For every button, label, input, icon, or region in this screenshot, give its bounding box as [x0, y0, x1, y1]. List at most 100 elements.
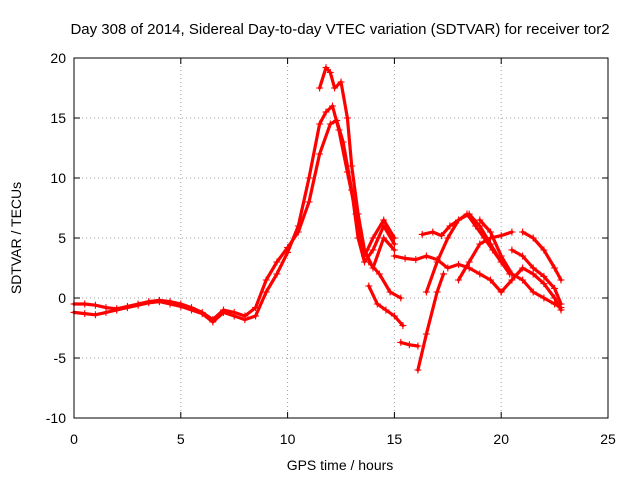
- data-point: [412, 256, 420, 264]
- y-tick-label: -10: [46, 410, 66, 426]
- data-point: [508, 228, 516, 236]
- data-point: [444, 234, 452, 242]
- data-point: [305, 198, 313, 206]
- data-point: [305, 174, 313, 182]
- series-track-15: [519, 228, 565, 284]
- series-track-6: [390, 252, 505, 296]
- data-point: [241, 316, 249, 324]
- data-point: [519, 228, 527, 236]
- data-point: [557, 306, 565, 314]
- series-line: [367, 260, 403, 300]
- data-point: [123, 304, 131, 312]
- data-point: [81, 310, 89, 318]
- data-point: [331, 84, 339, 92]
- series-track-11: [455, 228, 516, 284]
- data-point: [433, 288, 441, 296]
- data-point: [401, 254, 409, 262]
- data-point: [316, 84, 324, 92]
- data-point: [540, 294, 548, 302]
- data-point: [369, 246, 377, 254]
- data-point: [529, 288, 537, 296]
- data-point: [326, 120, 334, 128]
- data-point: [198, 310, 206, 318]
- data-point: [399, 322, 407, 330]
- x-tick-label: 0: [70, 431, 78, 447]
- data-point: [508, 276, 516, 284]
- data-point: [446, 222, 454, 230]
- series-track-12: [476, 216, 565, 312]
- data-point: [252, 312, 260, 320]
- data-point: [91, 301, 99, 309]
- series-track-8: [414, 270, 447, 374]
- x-tick-label: 25: [600, 431, 616, 447]
- data-point: [519, 252, 527, 260]
- data-point: [487, 228, 494, 236]
- data-point: [326, 68, 334, 76]
- data-point: [437, 232, 445, 240]
- series-line: [318, 65, 396, 270]
- data-point: [455, 216, 462, 224]
- data-point: [322, 108, 330, 116]
- series-track-4: [365, 282, 407, 330]
- data-point: [145, 299, 153, 307]
- data-point: [373, 300, 381, 308]
- x-tick-label: 20: [493, 431, 509, 447]
- data-point: [519, 276, 527, 284]
- data-point: [444, 264, 452, 272]
- data-point: [519, 264, 527, 272]
- data-point: [551, 284, 559, 292]
- data-point: [476, 240, 484, 248]
- data-point: [429, 228, 437, 236]
- series-line: [478, 218, 563, 310]
- data-point: [390, 312, 398, 320]
- data-point: [81, 300, 89, 308]
- data-point: [273, 270, 281, 278]
- data-point: [375, 270, 383, 278]
- data-point: [316, 150, 324, 158]
- series-line: [367, 284, 405, 328]
- data-point: [380, 216, 388, 224]
- data-point: [337, 78, 345, 86]
- series-track-13: [497, 264, 565, 314]
- data-point: [273, 258, 281, 266]
- series-line: [456, 230, 514, 282]
- data-point: [113, 306, 121, 314]
- data-point: [294, 222, 302, 230]
- data-point: [508, 246, 516, 254]
- data-point: [440, 270, 447, 278]
- data-point: [220, 308, 227, 316]
- data-point: [348, 162, 356, 170]
- data-point: [365, 258, 373, 266]
- y-tick-label: -5: [54, 350, 67, 366]
- series-track-3: [316, 64, 398, 272]
- data-point: [390, 240, 398, 248]
- data-point: [397, 338, 405, 346]
- data-point: [529, 264, 537, 272]
- data-point: [540, 246, 548, 254]
- data-point: [177, 302, 185, 310]
- data-point: [465, 210, 473, 218]
- y-tick-label: 0: [58, 290, 66, 306]
- series-track-14: [508, 246, 565, 308]
- data-point: [414, 342, 422, 350]
- data-point: [390, 234, 398, 242]
- y-tick-label: 15: [50, 110, 66, 126]
- data-point: [343, 168, 351, 176]
- data-point: [455, 260, 462, 268]
- data-point: [455, 276, 462, 284]
- chart-title: Day 308 of 2014, Sidereal Day-to-day VTE…: [70, 21, 609, 38]
- series-line: [72, 118, 396, 322]
- data-point: [497, 288, 505, 296]
- data-point: [354, 210, 362, 218]
- grid: [74, 58, 608, 418]
- data-point: [414, 366, 422, 374]
- data-point: [540, 280, 548, 288]
- data-point: [365, 282, 373, 290]
- data-point: [422, 330, 430, 338]
- data-point: [551, 264, 559, 272]
- x-tick-label: 5: [177, 431, 185, 447]
- data-point: [508, 270, 516, 278]
- data-point: [422, 288, 430, 296]
- data-point: [188, 306, 195, 314]
- data-point: [487, 240, 494, 248]
